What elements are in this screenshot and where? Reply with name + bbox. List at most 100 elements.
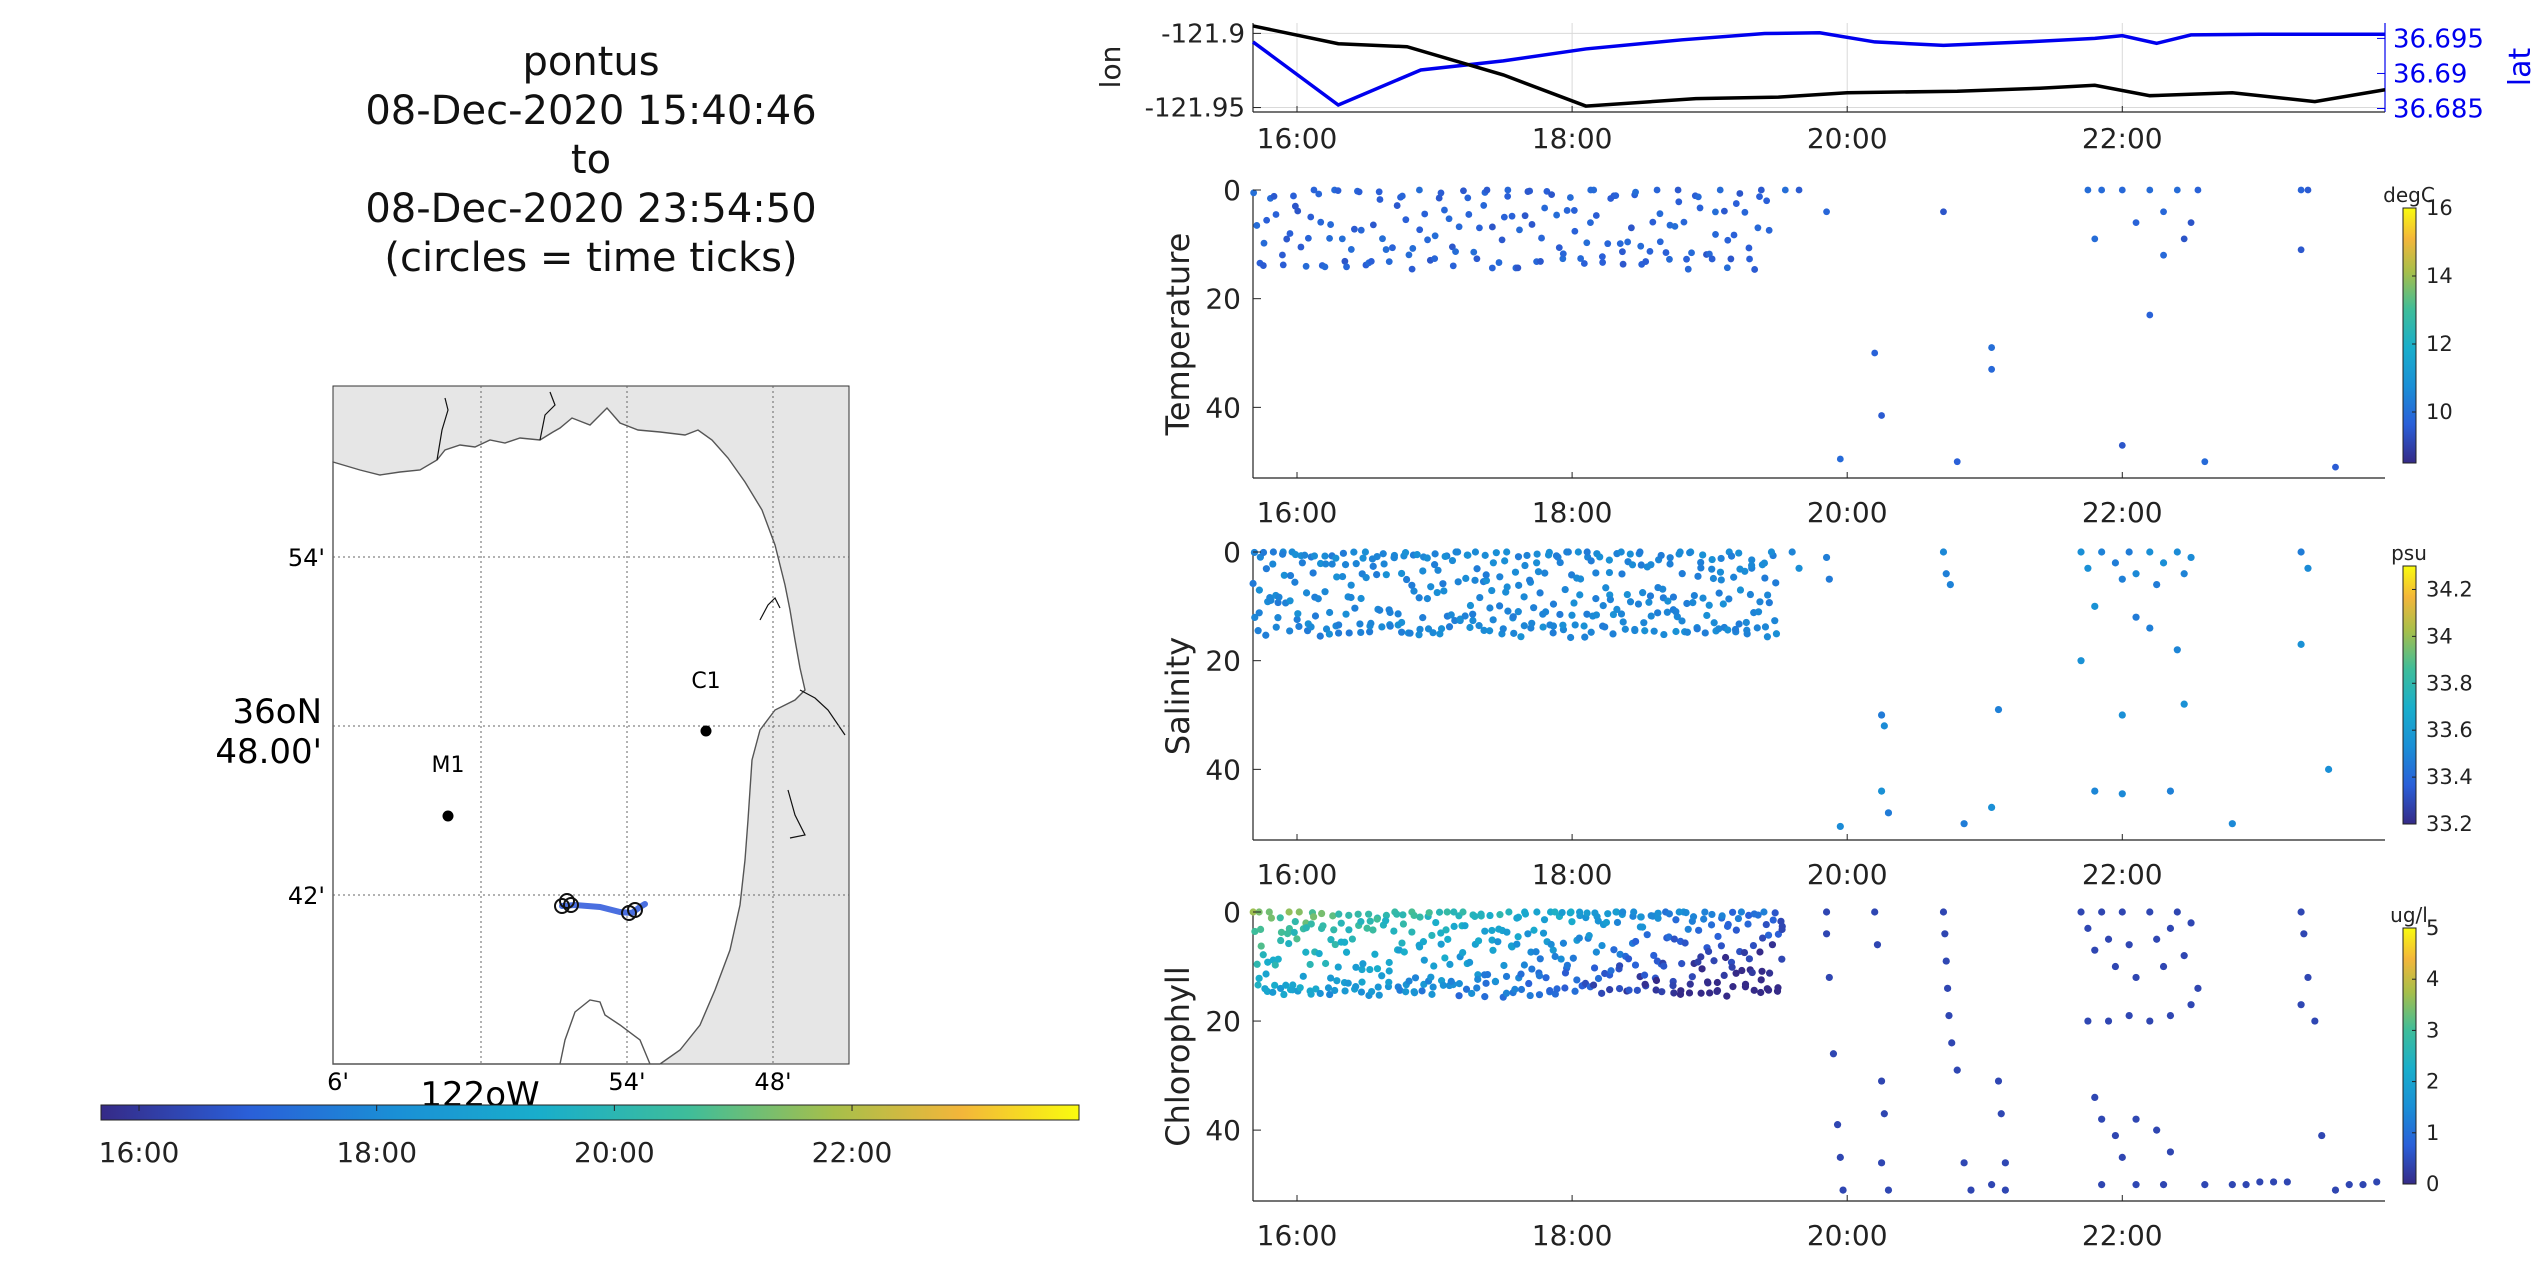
- chlorophyll-data-point: [1705, 948, 1712, 955]
- chlorophyll-data-point: [1385, 979, 1392, 986]
- salinity-data-point: [1380, 550, 1387, 557]
- chlorophyll-data-point: [1446, 961, 1453, 968]
- temperature-data-point: [1386, 258, 1393, 265]
- salinity-data-point: [1826, 576, 1833, 583]
- temperature-data-point: [1612, 192, 1619, 199]
- salinity-data-point: [1398, 570, 1405, 577]
- temperature-data-point: [1604, 240, 1611, 247]
- chlorophyll-data-point: [1515, 933, 1522, 940]
- chlorophyll-data-point: [2256, 1178, 2263, 1185]
- temperature-data-point: [1654, 187, 1661, 194]
- time-colorbar-tick-label: 20:00: [574, 1136, 655, 1169]
- salinity-data-point: [1691, 592, 1698, 599]
- map-lat-center-label-2: 48.00': [215, 732, 322, 772]
- chlorophyll-x-tick-label: 16:00: [1257, 1219, 1338, 1252]
- temperature-panel: 0204016:00 18:00 20:00 22:00TemperaturedegC…: [1159, 174, 2453, 529]
- chlorophyll-data-point: [1481, 928, 1488, 935]
- salinity-data-point: [1256, 587, 1263, 594]
- chlorophyll-data-point: [1837, 1154, 1844, 1161]
- salinity-data-point: [1476, 594, 1483, 601]
- chlorophyll-data-point: [1561, 984, 1568, 991]
- chlorophyll-data-point: [1475, 937, 1482, 944]
- temperature-data-point: [1649, 219, 1656, 226]
- chlorophyll-data-point: [1278, 929, 1285, 936]
- salinity-data-point: [1607, 596, 1614, 603]
- chlorophyll-data-point: [1486, 912, 1493, 919]
- salinity-data-point: [1697, 564, 1704, 571]
- salinity-data-point: [1351, 605, 1358, 612]
- salinity-data-point: [1262, 632, 1269, 639]
- temperature-data-point: [1356, 188, 1363, 195]
- salinity-data-point: [1789, 548, 1796, 555]
- salinity-data-point: [1553, 552, 1560, 559]
- salinity-data-point: [1406, 630, 1413, 637]
- salinity-data-point: [1572, 621, 1579, 628]
- temperature-data-point: [1460, 187, 1467, 194]
- salinity-data-point: [1641, 627, 1648, 634]
- salinity-data-point: [1550, 601, 1557, 608]
- temperature-data-point: [1263, 217, 1270, 224]
- salinity-data-point: [1666, 560, 1673, 567]
- temperature-data-point: [1681, 219, 1688, 226]
- chlorophyll-data-point: [2126, 1012, 2133, 1019]
- salinity-data-point: [1442, 553, 1449, 560]
- chlorophyll-data-point: [1513, 914, 1520, 921]
- chlorophyll-data-point: [1275, 956, 1282, 963]
- temperature-data-point: [1756, 193, 1763, 200]
- temperature-data-point: [1271, 193, 1278, 200]
- salinity-data-point: [1503, 548, 1510, 555]
- temperature-data-point: [1322, 263, 1329, 270]
- chlorophyll-data-point: [1687, 981, 1694, 988]
- temperature-data-point: [1327, 221, 1334, 228]
- temperature-data-point: [1298, 244, 1305, 251]
- salinity-data-point: [1672, 628, 1679, 635]
- salinity-data-point: [1606, 569, 1613, 576]
- chlorophyll-data-point: [1550, 947, 1557, 954]
- salinity-data-point: [1462, 575, 1469, 582]
- chlorophyll-data-point: [1375, 983, 1382, 990]
- temperature-data-point: [1273, 211, 1280, 218]
- salinity-data-point: [1735, 620, 1742, 627]
- temperature-data-point: [1796, 187, 1803, 194]
- temperature-data-point: [1556, 244, 1563, 251]
- salinity-data-point: [1339, 573, 1346, 580]
- chlorophyll-data-point: [1729, 964, 1736, 971]
- chlorophyll-data-point: [1719, 912, 1726, 919]
- temperature-data-point: [1351, 226, 1358, 233]
- temperature-data-point: [1675, 198, 1682, 205]
- map-lon-tick-6: 6': [327, 1068, 349, 1096]
- chlorophyll-data-point: [1400, 920, 1407, 927]
- chlorophyll-data-point: [1302, 949, 1309, 956]
- chlorophyll-data-point: [1527, 992, 1534, 999]
- salinity-data-point: [1291, 579, 1298, 586]
- chlorophyll-data-point: [1367, 918, 1374, 925]
- salinity-data-point: [1348, 582, 1355, 589]
- chlorophyll-data-point: [1386, 967, 1393, 974]
- temperature-data-point: [1823, 208, 1830, 215]
- salinity-data-point: [1353, 560, 1360, 567]
- temperature-data-point: [1441, 207, 1448, 214]
- temperature-data-point: [2195, 187, 2202, 194]
- temperature-data-point: [1619, 248, 1626, 255]
- temperature-data-point: [1564, 207, 1571, 214]
- chlorophyll-data-point: [1352, 983, 1359, 990]
- salinity-data-point: [1622, 626, 1629, 633]
- chlorophyll-data-point: [1473, 984, 1480, 991]
- time-colorbar-tick-label: 22:00: [812, 1136, 893, 1169]
- salinity-data-point: [1755, 608, 1762, 615]
- temperature-data-point: [1260, 262, 1267, 269]
- temperature-data-point: [1409, 266, 1416, 273]
- chlorophyll-colorbar-tick-label: 2: [2426, 1070, 2439, 1094]
- salinity-data-point: [1627, 550, 1634, 557]
- salinity-data-point: [1947, 581, 1954, 588]
- salinity-colorbar-tick-label: 33.6: [2426, 718, 2473, 742]
- salinity-data-point: [1286, 597, 1293, 604]
- salinity-data-point: [1521, 562, 1528, 569]
- salinity-data-point: [1469, 611, 1476, 618]
- chlorophyll-data-point: [1366, 966, 1373, 973]
- chlorophyll-data-point: [1671, 935, 1678, 942]
- salinity-data-point: [1581, 634, 1588, 641]
- temperature-data-point: [1675, 187, 1682, 194]
- salinity-data-point: [1315, 595, 1322, 602]
- salinity-data-point: [1493, 549, 1500, 556]
